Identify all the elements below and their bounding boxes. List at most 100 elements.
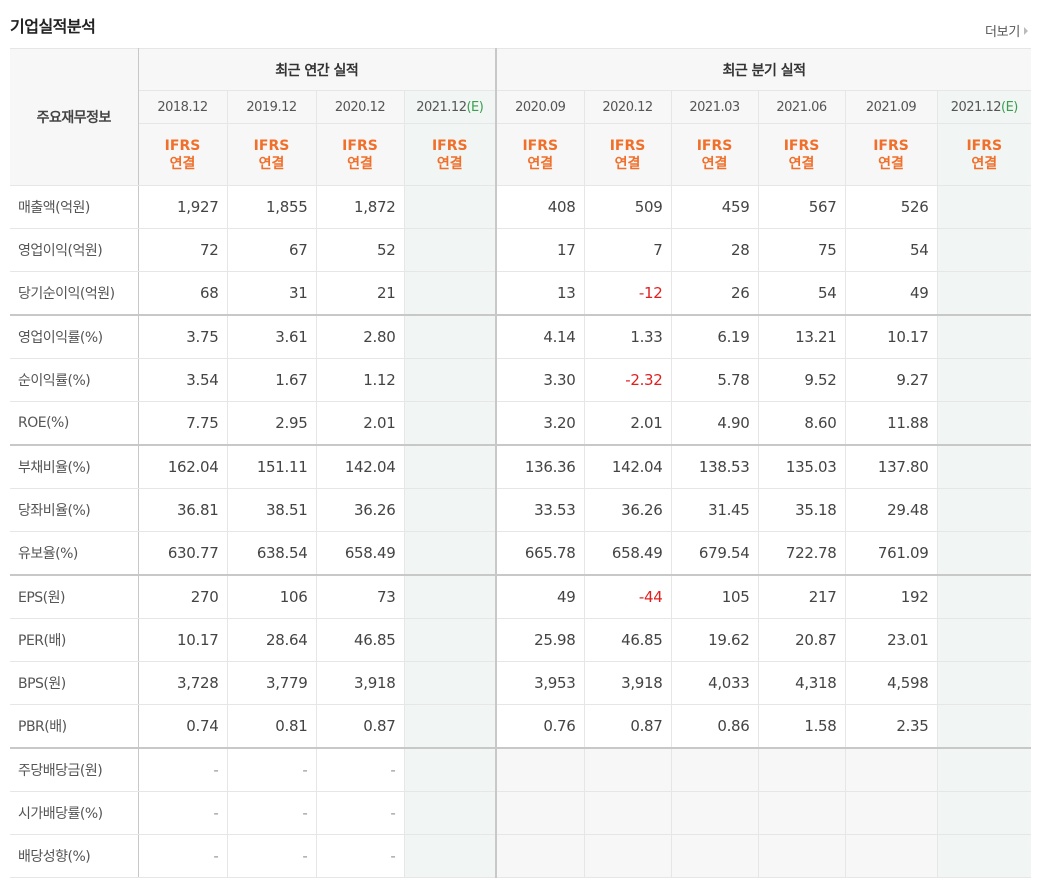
metric-label: 당기순이익(억원) — [10, 271, 139, 316]
ifrs-basis-badge: IFRS 연결 — [583, 123, 672, 186]
metric-label: 영업이익(억원) — [10, 228, 139, 272]
quarterly-value-cell — [936, 488, 1032, 532]
consolidated-label: 연결 — [258, 155, 285, 172]
quarterly-value-cell: 459 — [670, 185, 759, 229]
quarterly-value-cell: 36.26 — [583, 488, 672, 532]
quarterly-value-cell: 0.87 — [583, 704, 672, 749]
more-link[interactable]: 더보기 — [985, 21, 1028, 40]
consolidated-label: 연결 — [169, 155, 196, 172]
quarterly-value-cell: 761.09 — [844, 531, 938, 576]
ifrs-basis-badge: IFRS 연결 — [757, 123, 846, 186]
ifrs-basis-badge: IFRS 연결 — [403, 123, 497, 186]
annual-value-cell: 28.64 — [226, 618, 317, 662]
period-header: 2020.09 — [495, 90, 585, 124]
quarterly-value-cell: 5.78 — [670, 358, 759, 402]
consolidated-label: 연결 — [347, 155, 373, 172]
quarterly-value-cell — [844, 747, 938, 792]
annual-value-cell — [403, 358, 497, 402]
quarterly-value-cell — [670, 791, 759, 835]
annual-value-cell — [403, 314, 497, 359]
annual-value-cell: - — [315, 834, 405, 878]
quarterly-value-cell — [583, 747, 672, 792]
period-header: 2021.12(E) — [936, 90, 1032, 124]
ifrs-label: IFRS — [164, 137, 201, 154]
annual-value-cell: 1,855 — [226, 185, 317, 229]
consolidated-label: 연결 — [878, 155, 904, 172]
quarterly-value-cell — [936, 661, 1032, 705]
annual-value-cell: - — [315, 747, 405, 792]
annual-value-cell: 106 — [226, 574, 317, 619]
annual-value-cell — [403, 747, 497, 792]
quarterly-value-cell: 25.98 — [495, 618, 585, 662]
annual-value-cell: 72 — [137, 228, 228, 272]
consolidated-label: 연결 — [527, 155, 554, 172]
quarterly-value-cell: 49 — [495, 574, 585, 619]
period-date: 2018.12 — [157, 99, 208, 115]
quarterly-value-cell: 29.48 — [844, 488, 938, 532]
quarterly-value-cell — [844, 791, 938, 835]
chevron-right-icon — [1024, 27, 1028, 35]
financial-summary-table: 주요재무정보 최근 연간 실적 최근 분기 실적 2018.12 2019.12 2… — [10, 48, 1032, 878]
annual-value-cell — [403, 618, 497, 662]
annual-value-cell: 1,927 — [137, 185, 228, 229]
quarterly-value-cell: 679.54 — [670, 531, 759, 576]
quarterly-value-cell — [936, 834, 1032, 878]
table-row: 주당배당금(원) - - - — [10, 747, 1032, 792]
metric-label: 당좌비율(%) — [10, 488, 139, 532]
annual-value-cell: 1.12 — [315, 358, 405, 402]
annual-value-cell: 1.67 — [226, 358, 317, 402]
period-header: 2020.12 — [583, 90, 672, 124]
annual-value-cell: 52 — [315, 228, 405, 272]
metric-label: 유보율(%) — [10, 531, 139, 576]
annual-value-cell: 162.04 — [137, 444, 228, 489]
annual-value-cell — [403, 271, 497, 316]
table-row: PBR(배) 0.74 0.81 0.87 0.76 0.87 0.86 1.58 2.35 — [10, 704, 1032, 749]
quarterly-value-cell: 509 — [583, 185, 672, 229]
annual-value-cell: 67 — [226, 228, 317, 272]
ifrs-basis-badge: IFRS 연결 — [936, 123, 1032, 186]
quarterly-value-cell — [936, 574, 1032, 619]
metric-label: 매출액(억원) — [10, 185, 139, 229]
quarterly-value-cell: 665.78 — [495, 531, 585, 576]
quarterly-value-cell — [936, 444, 1032, 489]
quarterly-value-cell: 4,033 — [670, 661, 759, 705]
annual-value-cell — [403, 185, 497, 229]
quarterly-value-cell — [495, 834, 585, 878]
ifrs-label: IFRS — [609, 137, 646, 154]
ifrs-basis-badge: IFRS 연결 — [670, 123, 759, 186]
quarterly-value-cell: 7 — [583, 228, 672, 272]
metric-label: EPS(원) — [10, 574, 139, 619]
annual-value-cell: - — [137, 791, 228, 835]
quarterly-value-cell: 54 — [757, 271, 846, 316]
metric-label: PER(배) — [10, 618, 139, 662]
ifrs-label: IFRS — [522, 137, 559, 154]
annual-value-cell: 73 — [315, 574, 405, 619]
table-row: 영업이익률(%) 3.75 3.61 2.80 4.14 1.33 6.19 13.21 10.… — [10, 314, 1032, 359]
annual-value-cell: 2.01 — [315, 401, 405, 446]
quarterly-value-cell — [936, 791, 1032, 835]
quarterly-value-cell: 135.03 — [757, 444, 846, 489]
period-date: 2021.09 — [865, 99, 917, 115]
quarterly-value-cell: 658.49 — [583, 531, 672, 576]
annual-value-cell: 3,779 — [226, 661, 317, 705]
table-row: 영업이익(억원) 72 67 52 17 7 28 75 54 — [10, 228, 1032, 272]
quarterly-value-cell — [936, 228, 1032, 272]
annual-value-cell: 3.75 — [137, 314, 228, 359]
period-date: 2021.06 — [776, 99, 827, 115]
consolidated-label: 연결 — [788, 155, 815, 172]
annual-value-cell: - — [137, 834, 228, 878]
quarterly-value-cell: -44 — [583, 574, 672, 619]
quarterly-value-cell: 192 — [844, 574, 938, 619]
quarterly-value-cell: 19.62 — [670, 618, 759, 662]
period-date: 2021.03 — [689, 99, 740, 115]
quarterly-value-cell: 142.04 — [583, 444, 672, 489]
quarterly-value-cell: 23.01 — [844, 618, 938, 662]
quarterly-value-cell: 4,598 — [844, 661, 938, 705]
quarterly-value-cell: 408 — [495, 185, 585, 229]
quarterly-value-cell — [936, 314, 1032, 359]
quarterly-value-cell: 3,918 — [583, 661, 672, 705]
annual-value-cell: 0.74 — [137, 704, 228, 749]
metric-label: 주당배당금(원) — [10, 747, 139, 792]
quarterly-value-cell: 138.53 — [670, 444, 759, 489]
annual-value-cell: 2.95 — [226, 401, 317, 446]
